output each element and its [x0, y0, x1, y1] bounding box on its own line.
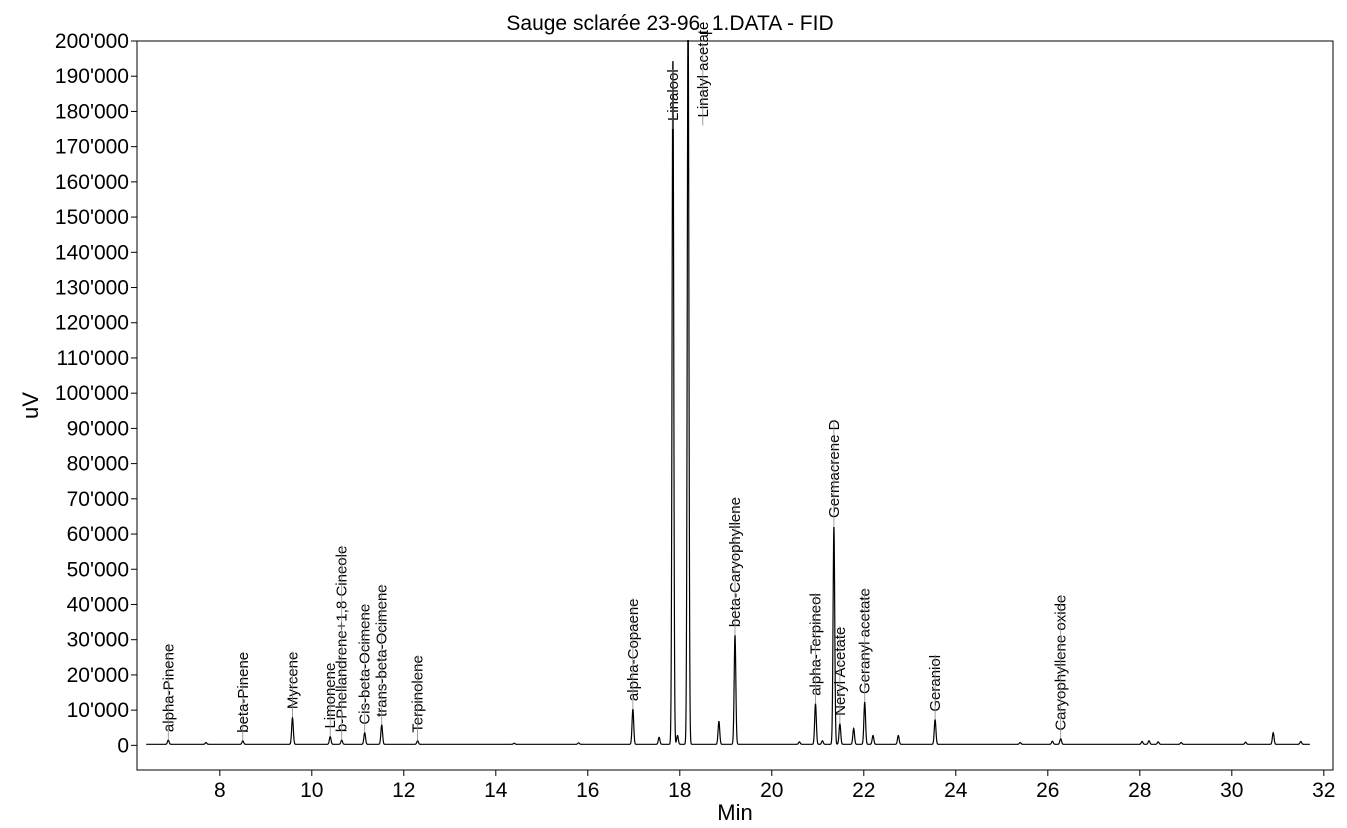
x-tick-label: 28 [1128, 779, 1151, 802]
peak-label: trans-beta-Ocimene [374, 584, 391, 717]
y-tick-label: 60'000 [67, 523, 129, 546]
peak-label: alpha-Terpineol [808, 593, 825, 696]
peak-annotation: Neryl Acetate [832, 626, 849, 724]
y-axis: 0 10'000 20'000 30'000 40'000 50'000 60'000 70'… [55, 30, 137, 757]
y-axis-title: uV [18, 392, 43, 419]
x-tick-label: 22 [852, 779, 875, 802]
peak-annotations: alpha-Pinene beta-Pinene Myrcene Limoneneb-… [160, 22, 1070, 741]
y-tick-label: 120'000 [55, 312, 129, 335]
peak-annotation: b-Phellandrene+1,8 Cineole [334, 545, 351, 741]
peak-label: Geraniol [927, 655, 944, 712]
y-tick-label: 20'000 [67, 664, 129, 687]
y-tick-label: 160'000 [55, 171, 129, 194]
peak-label: Cis-beta-Ocimene [357, 604, 374, 725]
y-tick-label: 110'000 [56, 347, 129, 370]
y-tick-label: 10'000 [67, 699, 129, 722]
peak-annotation: Geranyl acetate [857, 588, 874, 703]
peak-annotation: Limonene [322, 662, 339, 737]
y-tick-label: 0 [117, 734, 129, 757]
peak-label: Linalool [665, 69, 682, 121]
y-tick-label: 90'000 [67, 417, 129, 440]
x-tick-label: 30 [1220, 779, 1243, 802]
y-tick-label: 150'000 [55, 206, 129, 229]
peak-label: beta-Pinene [235, 652, 252, 733]
peak-annotation: Linalool [665, 69, 682, 130]
peak-annotation: Terpinolene [410, 655, 427, 741]
x-tick-label: 20 [760, 779, 783, 802]
y-tick-label: 180'000 [55, 100, 129, 123]
x-axis-title: Min [717, 800, 752, 825]
peak-annotation: trans-beta-Ocimene [374, 584, 391, 725]
x-tick-label: 8 [214, 779, 226, 802]
peak-label: Terpinolene [410, 655, 427, 733]
y-tick-label: 70'000 [67, 488, 129, 511]
peak-annotation: Myrcene [284, 651, 301, 718]
x-axis: 8 10 12 14 16 18 20 22 24 26 28 30 32 [214, 770, 1335, 802]
peak-annotation: beta-Pinene [235, 651, 252, 741]
x-tick-label: 12 [392, 779, 415, 802]
peak-annotation: alpha-Pinene [160, 643, 177, 741]
peak-label: Geranyl acetate [857, 588, 874, 694]
y-tick-label: 50'000 [67, 558, 129, 581]
peak-annotation: Germacrene D [826, 419, 843, 526]
peak-annotation: Cis-beta-Ocimene [357, 603, 374, 733]
x-tick-label: 10 [300, 779, 323, 802]
peak-annotation: beta-Caryophyllene [727, 497, 744, 636]
peak-annotation: Caryophyllene oxide [1053, 594, 1070, 739]
x-tick-label: 18 [668, 779, 691, 802]
y-tick-label: 40'000 [67, 593, 129, 616]
peak-annotation: Linalyl acetate [695, 22, 712, 126]
x-tick-label: 26 [1036, 779, 1059, 802]
y-tick-label: 100'000 [55, 382, 129, 405]
peak-label: Caryophyllene oxide [1053, 595, 1070, 731]
peak-label: Germacrene D [826, 419, 843, 518]
peak-label: beta-Caryophyllene [727, 497, 744, 627]
peak-label: alpha-Pinene [160, 644, 177, 732]
plot-area-frame [136, 40, 1334, 771]
chart-title: Sauge sclarée 23-96_1.DATA - FID [506, 12, 833, 35]
peak-label: Limonene [322, 663, 339, 729]
x-tick-label: 32 [1312, 779, 1335, 802]
y-tick-label: 30'000 [67, 629, 129, 652]
peak-label: Linalyl acetate [695, 22, 712, 118]
y-tick-label: 140'000 [55, 241, 129, 264]
y-tick-label: 190'000 [55, 65, 129, 88]
y-tick-label: 170'000 [55, 136, 129, 159]
peak-label: b-Phellandrene+1,8 Cineole [334, 546, 351, 732]
peak-annotation: Geraniol [927, 654, 944, 720]
y-tick-label: 200'000 [55, 30, 129, 53]
peak-label: Myrcene [284, 652, 301, 710]
peak-label: Neryl Acetate [832, 627, 849, 716]
x-tick-label: 24 [944, 779, 968, 802]
x-tick-label: 14 [484, 779, 508, 802]
chromatogram-trace [146, 40, 1310, 745]
peak-annotation: alpha-Terpineol [808, 593, 825, 704]
peak-annotation: alpha-Copaene [625, 598, 642, 710]
y-tick-label: 80'000 [67, 453, 129, 476]
x-tick-label: 16 [576, 779, 599, 802]
y-tick-label: 130'000 [55, 277, 129, 300]
peak-label: alpha-Copaene [625, 598, 642, 701]
